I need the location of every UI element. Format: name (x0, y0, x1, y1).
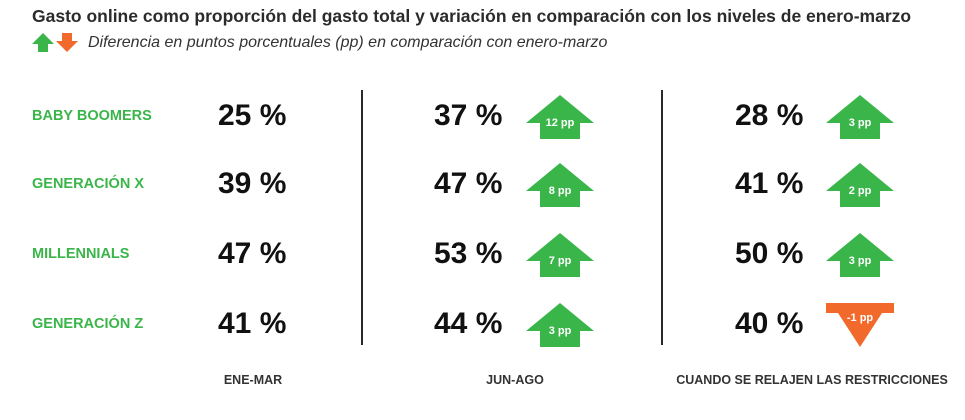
change-label: 8 pp (549, 185, 572, 197)
change-label: -1 pp (847, 312, 874, 324)
change-arrow-up-baby-boomers-jun-ago: 12 pp (526, 95, 594, 139)
change-arrow-up-generacion-x-cuando-se-relajen-las-restricciones: 2 pp (826, 163, 894, 207)
legend: Diferencia en puntos porcentuales (pp) e… (32, 32, 607, 54)
column-label-ene-mar: ENE-MAR (223, 373, 283, 387)
value-millennials-ene-mar: 47 % (218, 237, 287, 270)
value-generacion-x-jun-ago: 47 % (434, 167, 503, 200)
change-arrow-up-generacion-x-jun-ago: 8 pp (526, 163, 594, 207)
column-divider (361, 90, 363, 345)
change-arrow-down-generacion-z-cuando-se-relajen-las-restricciones: -1 pp (826, 303, 894, 347)
value-generacion-x-cuando-se-relajen-las-restricciones: 41 % (735, 167, 804, 200)
value-baby-boomers-jun-ago: 37 % (434, 99, 503, 132)
change-arrow-up-millennials-cuando-se-relajen-las-restricciones: 3 pp (826, 233, 894, 277)
legend-arrows-icon (32, 33, 78, 52)
value-millennials-jun-ago: 53 % (434, 237, 503, 270)
change-label: 2 pp (849, 185, 872, 197)
change-label: 12 pp (546, 117, 575, 129)
row-label-generacion-x: GENERACIÓN X (32, 176, 144, 192)
value-millennials-cuando-se-relajen-las-restricciones: 50 % (735, 237, 804, 270)
change-label: 3 pp (849, 255, 872, 267)
value-generacion-z-jun-ago: 44 % (434, 307, 503, 340)
value-generacion-x-ene-mar: 39 % (218, 167, 287, 200)
column-divider (661, 90, 663, 345)
legend-text: Diferencia en puntos porcentuales (pp) e… (88, 34, 608, 51)
row-label-millennials: MILLENNIALS (32, 246, 130, 262)
value-generacion-z-ene-mar: 41 % (218, 307, 287, 340)
column-label-cuando-se-relajen-las-restricciones: CUANDO SE RELAJEN LAS RESTRICCIONES (676, 373, 948, 387)
row-label-generacion-z: GENERACIÓN Z (32, 316, 144, 332)
change-label: 7 pp (549, 255, 572, 267)
change-label: 3 pp (849, 117, 872, 129)
row-label-baby-boomers: BABY BOOMERS (32, 108, 152, 124)
change-arrow-up-baby-boomers-cuando-se-relajen-las-restricciones: 3 pp (826, 95, 894, 139)
change-label: 3 pp (549, 325, 572, 337)
change-arrow-up-generacion-z-jun-ago: 3 pp (526, 303, 594, 347)
chart-title: Gasto online como proporción del gasto t… (32, 6, 912, 26)
value-baby-boomers-ene-mar: 25 % (218, 99, 287, 132)
column-label-jun-ago: JUN-AGO (486, 373, 544, 387)
change-arrow-up-millennials-jun-ago: 7 pp (526, 233, 594, 277)
value-baby-boomers-cuando-se-relajen-las-restricciones: 28 % (735, 99, 804, 132)
value-generacion-z-cuando-se-relajen-las-restricciones: 40 % (735, 307, 804, 340)
